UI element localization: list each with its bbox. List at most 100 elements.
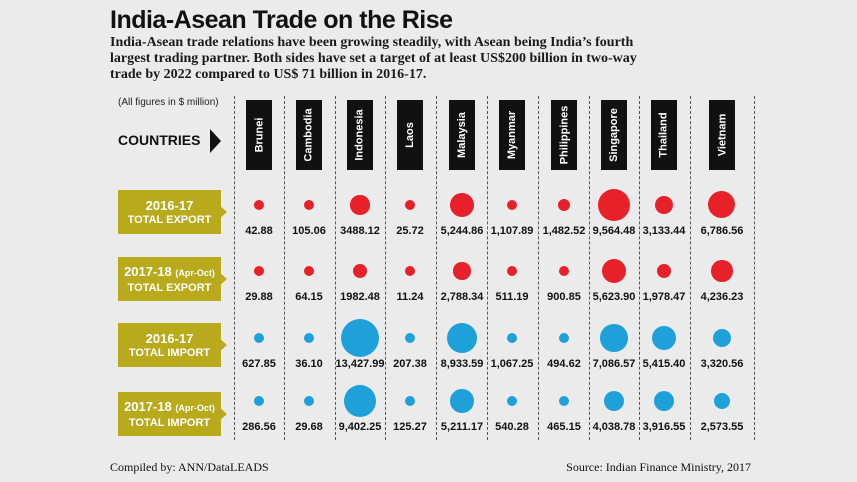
column-separator [284,96,285,440]
value-label: 7,086.57 [592,358,636,370]
value-label: 29.68 [295,421,323,433]
column-header-vietnam: Vietnam [709,100,735,170]
column-header-thailand: Thailand [651,100,677,170]
column-separator [589,96,590,440]
value-label: 125.27 [393,421,427,433]
value-label: 8,933.59 [440,358,484,370]
column-separator [487,96,488,440]
column-header-singapore: Singapore [601,100,627,170]
row-label: 2016-17 TOTAL EXPORT [118,190,227,234]
column-separator [639,96,640,440]
value-label: 3488.12 [340,225,380,237]
value-label: 1,067.25 [490,358,534,370]
bubble [405,333,415,343]
bubble [507,266,517,276]
chart-subtitle: India-Asean trade relations have been gr… [110,35,637,82]
row-series-name: TOTAL IMPORT [128,346,211,359]
bubble [559,333,569,343]
column-header-malaysia: Malaysia [449,100,475,170]
bubble [601,258,627,284]
bubble [711,260,733,282]
bubble [507,396,517,406]
row-label: 2017-18 (Apr-Oct) TOTAL IMPORT [118,392,227,436]
country-label: Indonesia [354,109,366,161]
value-label: 627.85 [242,358,276,370]
credit-line: Compiled by: ANN/DataLEADS [110,460,269,474]
value-label: 105.06 [292,225,326,237]
countries-label: COUNTRIES [118,132,201,148]
value-label: 3,133.44 [642,225,686,237]
value-label: 2,788.34 [440,291,484,303]
row-period: 2016-17 [145,330,194,346]
country-label: Malaysia [456,112,468,158]
bubble [708,191,736,219]
bubble [597,188,631,222]
column-separator [335,96,336,440]
value-label: 207.38 [393,358,427,370]
bubble [450,389,474,413]
value-label: 6,786.56 [700,225,744,237]
value-label: 11.24 [396,291,424,303]
country-label: Thailand [658,112,671,158]
value-label: 29.88 [245,291,273,303]
row-label: 2017-18 (Apr-Oct) TOTAL EXPORT [118,257,227,301]
row-period-note: (Apr-Oct) [175,267,215,278]
value-label: 9,564.48 [592,225,636,237]
value-label: 5,623.90 [592,291,636,303]
country-label: Philippines [558,105,570,165]
bubble [712,328,732,348]
value-label: 4,038.78 [592,421,636,433]
bubble [304,200,314,210]
value-label: 5,244.86 [440,225,484,237]
row-series-name: TOTAL EXPORT [127,281,212,294]
bubble [405,266,415,276]
value-label: 286.56 [242,421,276,433]
value-label: 511.19 [495,291,529,303]
country-label: Myanmar [506,110,519,160]
column-separator [538,96,539,440]
value-label: 9,402.25 [338,421,382,433]
bubble [656,263,672,279]
bubble [506,332,518,344]
bubble [254,266,264,276]
row-series-name: TOTAL IMPORT [128,416,211,429]
bubble [653,390,675,412]
bubble [350,195,370,215]
bubble [405,200,415,210]
row-period: 2017-18 (Apr-Oct) [124,263,215,279]
value-label: 25.72 [396,225,424,237]
bubble [254,396,264,406]
value-label: 3,916.55 [642,421,686,433]
row-label: 2016-17 TOTAL IMPORT [118,323,227,367]
value-label: 494.62 [547,358,581,370]
bubble [304,396,314,406]
value-label: 1,107.89 [490,225,534,237]
value-label: 3,320.56 [700,358,744,370]
bubble [603,390,625,412]
column-header-brunei: Brunei [246,100,272,170]
bubble [352,263,368,279]
value-label: 900.85 [547,291,581,303]
bubble [559,266,569,276]
row-period: 2016-17 [145,197,194,213]
bubble [506,199,518,211]
value-label: 13,427.99 [335,358,385,370]
column-header-myanmar: Myanmar [499,100,525,170]
bubble [341,319,379,357]
country-label: Laos [404,122,416,148]
value-label: 1,482.52 [542,225,586,237]
value-label: 1982.48 [340,291,380,303]
bubble [651,325,677,351]
country-label: Vietnam [716,113,728,157]
column-header-laos: Laos [397,100,423,170]
bubble [344,385,376,417]
column-header-indonesia: Indonesia [347,100,373,170]
country-label: Singapore [608,108,621,162]
value-label: 540.28 [495,421,529,433]
value-label: 64.15 [295,291,323,303]
column-separator [754,96,755,440]
value-label: 465.15 [547,421,581,433]
bubble [254,200,264,210]
row-period: 2017-18 (Apr-Oct) [124,398,215,414]
